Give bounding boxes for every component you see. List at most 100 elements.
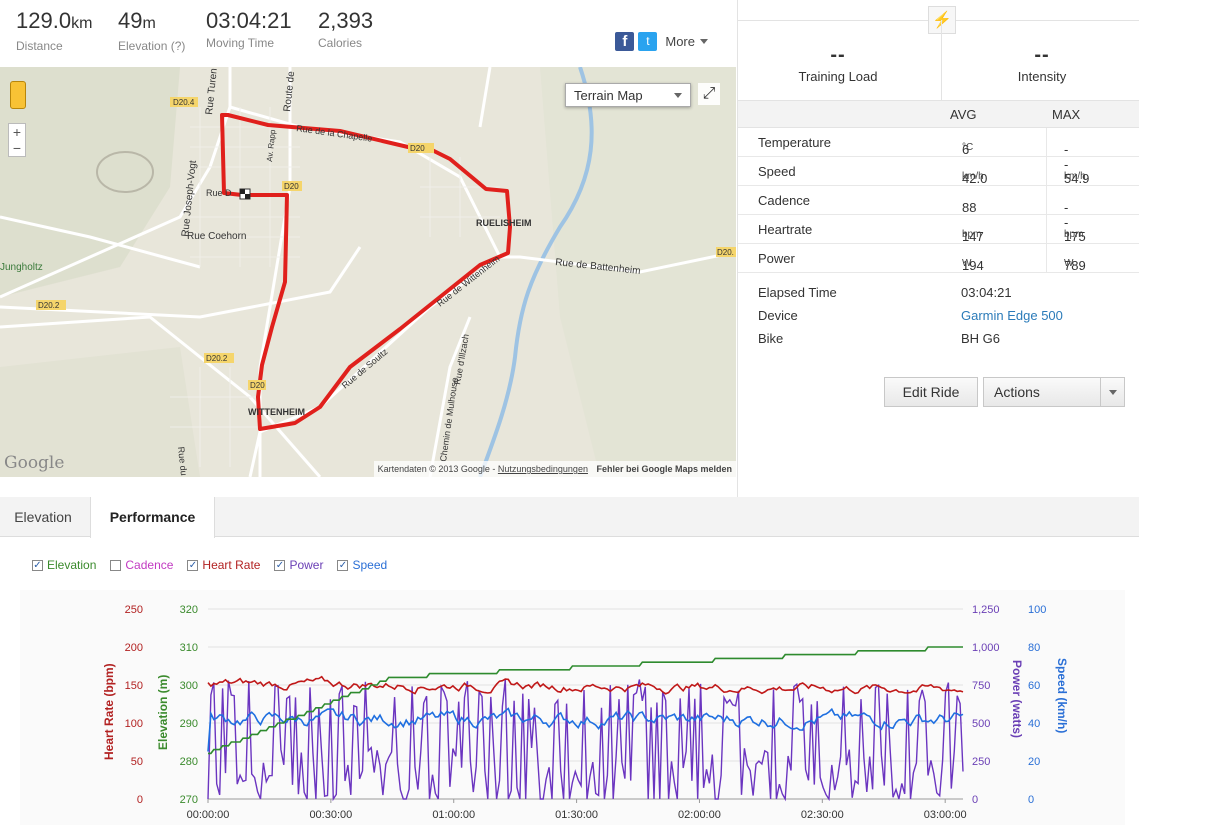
x-tick-label: 02:30:00 (801, 809, 844, 821)
elevation-tick: 300 (180, 680, 198, 692)
toggle-speed-label: Speed (352, 558, 388, 572)
power-series-line (207, 679, 964, 802)
checkbox-heart-rate[interactable]: ✓ (187, 559, 199, 571)
max-value: -- (1064, 200, 1069, 230)
map-attribution: Kartendaten © 2013 Google - Nutzungsbedi… (373, 461, 736, 477)
avg-unit: W (962, 258, 972, 269)
moving-time-stat: 03:04:21 Moving Time (206, 8, 292, 50)
route-map[interactable]: D20.4 D20 D20 D20.2 D20.2 D20 D20. Rue J… (0, 67, 736, 477)
zoom-in-button[interactable]: + (12, 124, 22, 140)
elapsed-time-label: Elapsed Time (758, 285, 837, 300)
ride-summary-panel: ⚡ -- Training Load -- Intensity AVG MAX … (737, 0, 1139, 497)
avg-header: AVG (950, 107, 977, 122)
more-label: More (665, 34, 695, 49)
checkbox-elevation[interactable]: ✓ (32, 559, 43, 571)
toggle-elevation[interactable]: ✓ Elevation (32, 558, 96, 572)
more-dropdown[interactable]: More (665, 34, 708, 49)
divider (941, 20, 942, 100)
map-road-d202-b: D20.2 (206, 354, 228, 363)
zoom-out-button[interactable]: − (12, 140, 22, 156)
speed-tick: 40 (1028, 718, 1040, 730)
divider (1046, 244, 1047, 272)
power-tick: 250 (972, 756, 990, 768)
distance-label: Distance (16, 39, 63, 53)
map-label-rue-d: Rue D (206, 188, 232, 198)
map-label-av-rapp: Av. Rapp (265, 129, 277, 162)
row-label: Heartrate (758, 222, 813, 237)
avg-value: 6 (962, 142, 970, 157)
table-row: Temperature 6 °C -- (738, 128, 1139, 172)
power-tick: 500 (972, 718, 990, 730)
elevation-label[interactable]: Elevation (?) (118, 39, 186, 53)
avg-value: 88 (962, 200, 977, 215)
x-tick-label: 01:00:00 (432, 809, 475, 821)
moving-time-label: Moving Time (206, 36, 275, 50)
device-link[interactable]: Garmin Edge 500 (961, 308, 1063, 323)
elevation-tick: 290 (180, 718, 198, 730)
street-view-pegman-icon[interactable] (10, 81, 26, 109)
avg-unit: km/h (962, 171, 984, 182)
heart-rate-tick: 250 (125, 604, 143, 616)
avg-unit: °C (962, 142, 974, 153)
actions-dropdown[interactable]: Actions (983, 377, 1125, 407)
table-row: Power 194 W 789 W (738, 244, 1139, 273)
divider (1046, 128, 1047, 156)
max-header: MAX (1052, 107, 1081, 122)
toggle-speed[interactable]: ✓ Speed (337, 558, 387, 572)
power-tick: 0 (972, 794, 978, 806)
chevron-down-icon (700, 39, 708, 44)
x-tick-label: 00:00:00 (187, 809, 230, 821)
ride-route (220, 113, 512, 431)
checkbox-cadence[interactable] (110, 559, 122, 571)
row-label: Temperature (758, 135, 831, 150)
chevron-down-icon (674, 92, 682, 98)
toggle-cadence[interactable]: Cadence (110, 558, 173, 572)
toggle-power[interactable]: ✓ Power (274, 558, 323, 572)
training-load-label: Training Load (798, 69, 878, 84)
distance-stat: 129.0km Distance (16, 8, 92, 53)
tab-elevation[interactable]: Elevation (14, 509, 72, 525)
fullscreen-icon[interactable]: ⤢ (698, 83, 720, 105)
power-tick: 750 (972, 680, 990, 692)
max-value: 789 (1064, 258, 1086, 273)
divider (1046, 215, 1047, 243)
table-row: Cadence 88 -- (738, 186, 1139, 230)
heart-rate-tick: 100 (125, 718, 143, 730)
map-type-label: Terrain Map (574, 87, 643, 103)
tab-performance[interactable]: Performance (90, 497, 215, 538)
heart-rate-series-line (207, 675, 964, 695)
elevation-unit: m (142, 15, 156, 32)
max-unit: km/h (1064, 171, 1086, 182)
distance-unit: km (71, 15, 93, 32)
max-unit: W (1064, 258, 1074, 269)
checkbox-power[interactable]: ✓ (274, 559, 286, 571)
checkbox-speed[interactable]: ✓ (337, 559, 349, 571)
max-unit: bpm (1064, 229, 1084, 240)
terms-link[interactable]: Nutzungsbedingungen (497, 464, 588, 474)
chart-background (20, 590, 1125, 825)
elevation-tick: 270 (180, 794, 198, 806)
toggle-elevation-label: Elevation (47, 558, 97, 572)
distance-value: 129.0 (16, 8, 72, 33)
speed-tick: 0 (1028, 794, 1034, 806)
x-tick-label: 03:00:00 (924, 809, 967, 821)
toggle-cadence-label: Cadence (125, 558, 174, 572)
speed-tick: 100 (1028, 604, 1046, 616)
elevation-tick: 310 (180, 642, 198, 654)
map-label-wittenheim: WITTENHEIM (248, 407, 305, 417)
facebook-icon[interactable]: f (615, 32, 635, 51)
elapsed-time-value: 03:04:21 (961, 285, 1012, 300)
edit-ride-button[interactable]: Edit Ride (884, 377, 978, 407)
map-type-dropdown[interactable]: Terrain Map (565, 83, 691, 107)
twitter-icon[interactable]: t (638, 32, 658, 51)
performance-chart[interactable]: 2502001501005003203103002902802701,2501,… (0, 590, 1139, 825)
report-error-link[interactable]: Fehler bei Google Maps melden (596, 464, 732, 474)
toggle-heart-rate[interactable]: ✓ Heart Rate (187, 558, 260, 572)
calories-value: 2,393 (318, 8, 374, 33)
lightning-bolt-icon[interactable]: ⚡ (928, 6, 956, 34)
map-road-d202-a: D20.2 (38, 301, 60, 310)
max-value: -- (1064, 142, 1069, 172)
speed-series-line (207, 707, 964, 752)
heart-rate-tick: 150 (125, 680, 143, 692)
series-toggles: ✓ Elevation Cadence ✓ Heart Rate ✓ Power… (32, 558, 401, 572)
